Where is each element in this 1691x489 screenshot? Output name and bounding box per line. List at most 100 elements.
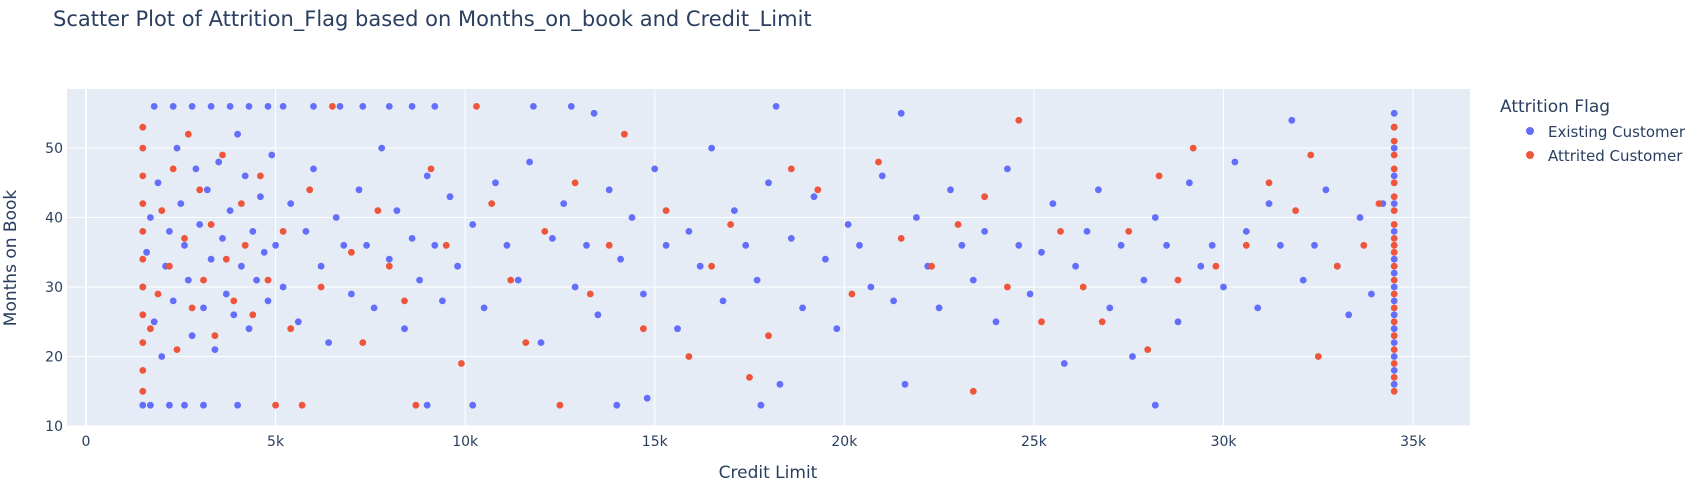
data-point[interactable] (260, 248, 268, 256)
data-point[interactable] (408, 235, 416, 242)
data-point[interactable] (401, 325, 408, 333)
data-point[interactable] (848, 290, 856, 298)
data-point[interactable] (776, 380, 784, 388)
data-point[interactable] (294, 318, 302, 326)
data-point[interactable] (207, 103, 215, 110)
data-point[interactable] (139, 339, 147, 346)
data-point[interactable] (412, 401, 420, 409)
data-point[interactable] (355, 186, 363, 194)
data-point[interactable] (928, 262, 935, 270)
data-point[interactable] (878, 172, 886, 180)
data-point[interactable] (1098, 318, 1106, 326)
data-point[interactable] (503, 241, 511, 249)
data-point[interactable] (1254, 304, 1262, 312)
data-point[interactable] (1117, 241, 1125, 249)
data-point[interactable] (1390, 123, 1398, 131)
data-point[interactable] (1368, 290, 1375, 298)
data-point[interactable] (1390, 353, 1398, 360)
data-point[interactable] (822, 255, 829, 263)
data-point[interactable] (158, 207, 166, 215)
data-point[interactable] (139, 200, 147, 208)
data-point[interactable] (1151, 401, 1159, 409)
data-point[interactable] (393, 207, 401, 215)
data-point[interactable] (1390, 200, 1398, 208)
data-point[interactable] (1155, 172, 1163, 180)
data-point[interactable] (139, 228, 147, 235)
data-point[interactable] (674, 325, 681, 333)
data-point[interactable] (981, 228, 988, 235)
data-point[interactable] (640, 325, 647, 333)
data-point[interactable] (219, 151, 226, 159)
data-point[interactable] (1390, 325, 1398, 333)
data-point[interactable] (1390, 297, 1398, 305)
data-point[interactable] (753, 276, 761, 284)
data-point[interactable] (1163, 241, 1170, 249)
data-point[interactable] (731, 207, 738, 215)
data-point[interactable] (913, 214, 920, 221)
data-point[interactable] (230, 311, 238, 319)
data-point[interactable] (139, 255, 147, 263)
data-point[interactable] (810, 193, 818, 201)
data-point[interactable] (211, 332, 219, 340)
data-point[interactable] (1242, 241, 1250, 249)
data-point[interactable] (317, 283, 325, 291)
data-point[interactable] (359, 339, 367, 346)
data-point[interactable] (1333, 262, 1341, 270)
data-point[interactable] (139, 401, 147, 409)
data-point[interactable] (583, 241, 590, 249)
data-point[interactable] (150, 318, 158, 326)
data-point[interactable] (1026, 290, 1034, 298)
data-point[interactable] (605, 186, 613, 194)
data-point[interactable] (1390, 367, 1398, 374)
data-point[interactable] (1375, 200, 1383, 208)
data-point[interactable] (264, 297, 272, 305)
data-point[interactable] (787, 235, 795, 242)
data-point[interactable] (567, 103, 575, 110)
data-point[interactable] (238, 200, 245, 208)
data-point[interactable] (787, 165, 795, 173)
data-point[interactable] (219, 235, 226, 242)
data-point[interactable] (147, 214, 154, 221)
data-point[interactable] (1314, 353, 1322, 360)
data-point[interactable] (302, 228, 310, 235)
data-point[interactable] (1390, 339, 1398, 346)
data-point[interactable] (765, 179, 772, 187)
data-point[interactable] (643, 394, 651, 402)
data-point[interactable] (325, 339, 332, 346)
data-point[interactable] (488, 200, 496, 208)
data-point[interactable] (139, 367, 147, 374)
data-point[interactable] (556, 401, 564, 409)
data-point[interactable] (249, 311, 257, 319)
data-point[interactable] (1390, 255, 1398, 263)
data-point[interactable] (317, 262, 325, 270)
data-point[interactable] (446, 193, 454, 201)
data-point[interactable] (458, 360, 465, 367)
data-point[interactable] (207, 221, 215, 228)
data-point[interactable] (154, 179, 162, 187)
data-point[interactable] (1390, 165, 1398, 173)
data-point[interactable] (992, 318, 1000, 326)
data-point[interactable] (651, 165, 659, 173)
data-point[interactable] (1390, 193, 1398, 201)
data-point[interactable] (279, 103, 287, 110)
data-point[interactable] (177, 200, 185, 208)
data-point[interactable] (238, 262, 245, 270)
data-point[interactable] (662, 241, 670, 249)
data-point[interactable] (139, 144, 147, 152)
data-point[interactable] (200, 401, 207, 409)
data-point[interactable] (207, 255, 215, 263)
data-point[interactable] (184, 276, 192, 284)
data-point[interactable] (969, 387, 977, 395)
data-point[interactable] (348, 248, 355, 256)
data-point[interactable] (143, 248, 151, 256)
data-point[interactable] (541, 228, 549, 235)
data-point[interactable] (981, 193, 988, 201)
data-point[interactable] (211, 346, 219, 353)
data-point[interactable] (1265, 179, 1273, 187)
data-point[interactable] (799, 304, 806, 312)
data-point[interactable] (230, 297, 238, 305)
data-point[interactable] (1390, 318, 1398, 326)
data-point[interactable] (249, 228, 257, 235)
data-point[interactable] (1265, 200, 1273, 208)
data-point[interactable] (184, 130, 192, 138)
